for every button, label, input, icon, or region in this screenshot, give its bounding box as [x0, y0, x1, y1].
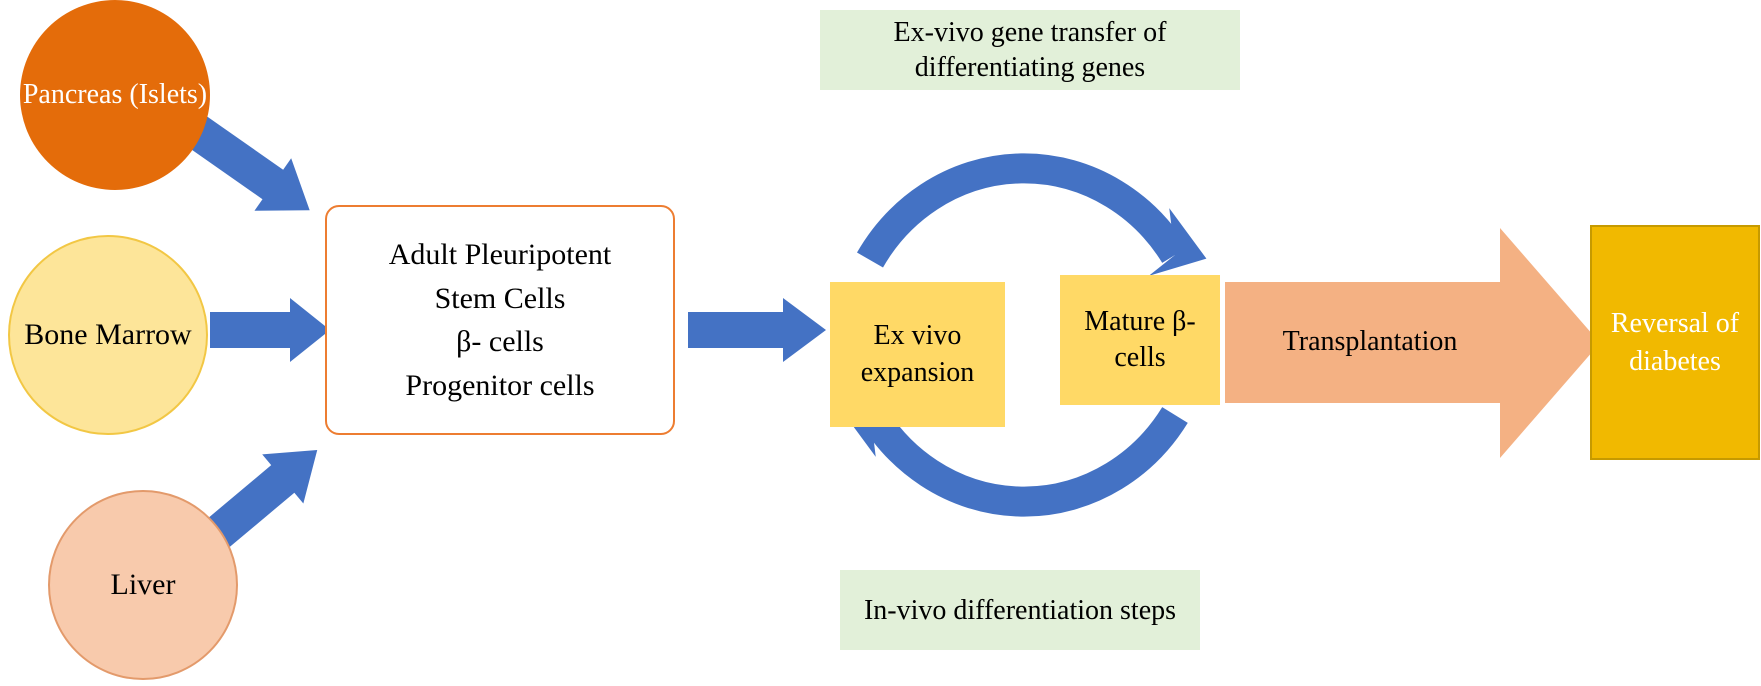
stem-line-2: Stem Cells [435, 277, 566, 321]
node-pancreas: Pancreas (Islets) [20, 0, 210, 190]
bone-marrow-label: Bone Marrow [24, 317, 191, 353]
node-reversal: Reversal of diabetes [1590, 225, 1760, 460]
node-transplantation: Transplantation [1225, 282, 1515, 402]
exvivo-expansion-label: Ex vivo expansion [834, 318, 1001, 391]
label-exvivo-gene-transfer: Ex-vivo gene transfer of differentiating… [820, 10, 1240, 90]
stem-line-3: β- cells [456, 320, 544, 364]
mature-beta-label: Mature β- cells [1064, 304, 1216, 377]
node-stem-cells: Adult Pleuripotent Stem Cells β- cells P… [325, 205, 675, 435]
node-exvivo-expansion: Ex vivo expansion [830, 282, 1005, 427]
node-mature-beta: Mature β- cells [1060, 275, 1220, 405]
reversal-label: Reversal of diabetes [1598, 305, 1752, 381]
arrow-bonemarrow [210, 298, 330, 362]
node-bone-marrow: Bone Marrow [8, 235, 208, 435]
liver-label: Liver [111, 568, 176, 602]
transplantation-label: Transplantation [1283, 324, 1458, 360]
stem-line-1: Adult Pleuripotent [389, 233, 611, 277]
label-invivo-steps: In-vivo differentiation steps [840, 570, 1200, 650]
stem-line-4: Progenitor cells [405, 364, 594, 408]
node-liver: Liver [48, 490, 238, 680]
arrow-stem-to-exvivo [688, 298, 826, 362]
pancreas-label: Pancreas (Islets) [23, 78, 207, 112]
label-top-text: Ex-vivo gene transfer of differentiating… [820, 15, 1240, 85]
label-bottom-text: In-vivo differentiation steps [864, 593, 1176, 628]
